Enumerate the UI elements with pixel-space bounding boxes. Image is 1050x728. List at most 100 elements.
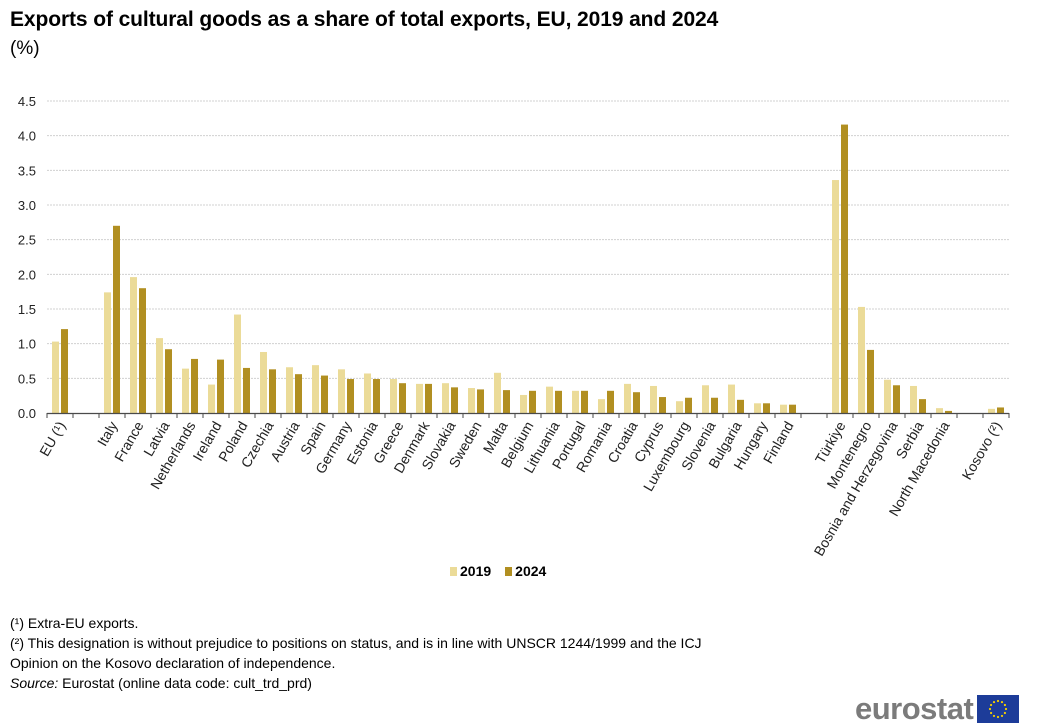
- x-tick-label: Kosovo (²): [958, 419, 1004, 483]
- bar-2019-denmark[interactable]: [416, 383, 423, 413]
- flag-star: [1004, 703, 1007, 706]
- bars: [52, 124, 1004, 413]
- y-tick-label: 3.0: [18, 198, 36, 213]
- bar-2019-germany[interactable]: [338, 369, 345, 413]
- bar-2019-cyprus[interactable]: [650, 385, 657, 413]
- legend-item-2019[interactable]: 2019: [450, 563, 491, 579]
- footnote-2-line2: Opinion on the Kosovo declaration of ind…: [10, 655, 336, 671]
- bar-2024-france[interactable]: [139, 288, 146, 413]
- legend-label-2024: 2024: [515, 563, 547, 579]
- bar-2024-kosovo-[interactable]: [997, 407, 1004, 413]
- bar-2019-serbia[interactable]: [910, 385, 917, 413]
- bar-2024-finland[interactable]: [789, 404, 796, 413]
- bar-2019-t-rkiye[interactable]: [832, 180, 839, 413]
- bar-2024-latvia[interactable]: [165, 349, 172, 413]
- flag-star: [989, 707, 992, 710]
- bar-2019-austria[interactable]: [286, 367, 293, 413]
- bar-2024-croatia[interactable]: [633, 392, 640, 413]
- bar-2024-lithuania[interactable]: [555, 390, 562, 413]
- bar-2019-finland[interactable]: [780, 404, 787, 413]
- bar-2019-slovenia[interactable]: [702, 385, 709, 413]
- bar-2024-t-rkiye[interactable]: [841, 124, 848, 413]
- bar-2024-portugal[interactable]: [581, 390, 588, 413]
- eurostat-logo: eurostat: [855, 691, 1020, 726]
- gridlines: [47, 100, 1009, 379]
- bar-2024-slovakia[interactable]: [451, 387, 458, 413]
- flag-star: [1001, 714, 1004, 717]
- bar-2019-bulgaria[interactable]: [728, 384, 735, 413]
- bar-2024-north-macedonia[interactable]: [945, 410, 952, 413]
- y-tick-label: 1.5: [18, 302, 36, 317]
- bar-2019-hungary[interactable]: [754, 403, 761, 413]
- flag-star: [1004, 711, 1007, 714]
- bar-2024-serbia[interactable]: [919, 399, 926, 413]
- eurostat-logo-text: eurostat: [855, 691, 974, 726]
- bar-2019-portugal[interactable]: [572, 390, 579, 413]
- bar-2019-north-macedonia[interactable]: [936, 408, 943, 413]
- bar-2019-lithuania[interactable]: [546, 386, 553, 413]
- bar-2024-italy[interactable]: [113, 225, 120, 413]
- bar-2024-hungary[interactable]: [763, 403, 770, 413]
- bar-2019-montenegro[interactable]: [858, 306, 865, 413]
- bar-2019-netherlands[interactable]: [182, 368, 189, 413]
- bar-2019-malta[interactable]: [494, 372, 501, 413]
- bar-2024-cyprus[interactable]: [659, 397, 666, 413]
- bar-2019-belgium[interactable]: [520, 394, 527, 413]
- bar-2019-slovakia[interactable]: [442, 383, 449, 413]
- bar-2024-denmark[interactable]: [425, 383, 432, 413]
- footnote-1: (¹) Extra-EU exports.: [10, 615, 139, 631]
- bar-2019-kosovo-[interactable]: [988, 408, 995, 413]
- bar-2019-romania[interactable]: [598, 399, 605, 413]
- bar-2024-bosnia-and-herzegovina[interactable]: [893, 385, 900, 413]
- bar-2024-malta[interactable]: [503, 390, 510, 413]
- bar-2019-luxembourg[interactable]: [676, 401, 683, 413]
- bar-2019-bosnia-and-herzegovina[interactable]: [884, 379, 891, 413]
- bar-2019-sweden[interactable]: [468, 388, 475, 413]
- x-tick-label: EU (¹): [36, 419, 69, 459]
- bar-2024-estonia[interactable]: [373, 379, 380, 413]
- bar-2024-austria[interactable]: [295, 374, 302, 413]
- bar-2019-eu-[interactable]: [52, 341, 59, 413]
- bar-2024-romania[interactable]: [607, 390, 614, 413]
- bar-2024-germany[interactable]: [347, 379, 354, 413]
- bar-2024-eu-[interactable]: [61, 329, 68, 413]
- bar-2019-poland[interactable]: [234, 314, 241, 413]
- bar-2019-italy[interactable]: [104, 292, 111, 413]
- bar-2024-poland[interactable]: [243, 367, 250, 413]
- flag-star: [1001, 700, 1004, 703]
- flag-star: [993, 714, 996, 717]
- bar-2024-montenegro[interactable]: [867, 349, 874, 413]
- eu-flag-icon: [977, 694, 1020, 723]
- x-axis-labels: EU (¹) ItalyFranceLatviaNetherlandsIrelan…: [36, 418, 1005, 559]
- footnotes: (¹) Extra-EU exports. (²) This designati…: [10, 613, 702, 693]
- legend: 2019 2024: [450, 563, 546, 579]
- legend-swatch-2024: [505, 566, 513, 576]
- bar-2024-czechia[interactable]: [269, 369, 276, 413]
- bar-2019-spain[interactable]: [312, 365, 319, 413]
- bar-2019-estonia[interactable]: [364, 373, 371, 413]
- bar-2019-czechia[interactable]: [260, 351, 267, 413]
- bar-2019-greece[interactable]: [390, 379, 397, 413]
- bar-2024-ireland[interactable]: [217, 359, 224, 413]
- bar-2024-belgium[interactable]: [529, 390, 536, 413]
- y-tick-label: 2.0: [18, 267, 36, 282]
- bar-2019-croatia[interactable]: [624, 383, 631, 413]
- legend-item-2024[interactable]: 2024: [505, 563, 546, 579]
- y-axis-ticks: 0.0 0.5 1.0 1.5 2.0 2.5 3.0 3.5 4.0 4.5: [18, 94, 36, 421]
- bar-2024-greece[interactable]: [399, 383, 406, 413]
- bar-2024-netherlands[interactable]: [191, 358, 198, 413]
- bar-2019-france[interactable]: [130, 277, 137, 413]
- bar-2024-slovenia[interactable]: [711, 397, 718, 413]
- bar-2019-ireland[interactable]: [208, 384, 215, 413]
- x-axis: [46, 412, 1010, 418]
- bar-2024-spain[interactable]: [321, 375, 328, 413]
- source-text: Eurostat (online data code: cult_trd_prd…: [58, 675, 312, 691]
- y-tick-label: 0.0: [18, 406, 36, 421]
- bar-2019-latvia[interactable]: [156, 338, 163, 413]
- flag-star: [997, 715, 1000, 718]
- bar-2024-bulgaria[interactable]: [737, 399, 744, 413]
- bar-2024-sweden[interactable]: [477, 389, 484, 413]
- bar-2024-luxembourg[interactable]: [685, 397, 692, 413]
- y-tick-label: 3.5: [18, 163, 36, 178]
- source-label: Source:: [10, 675, 59, 691]
